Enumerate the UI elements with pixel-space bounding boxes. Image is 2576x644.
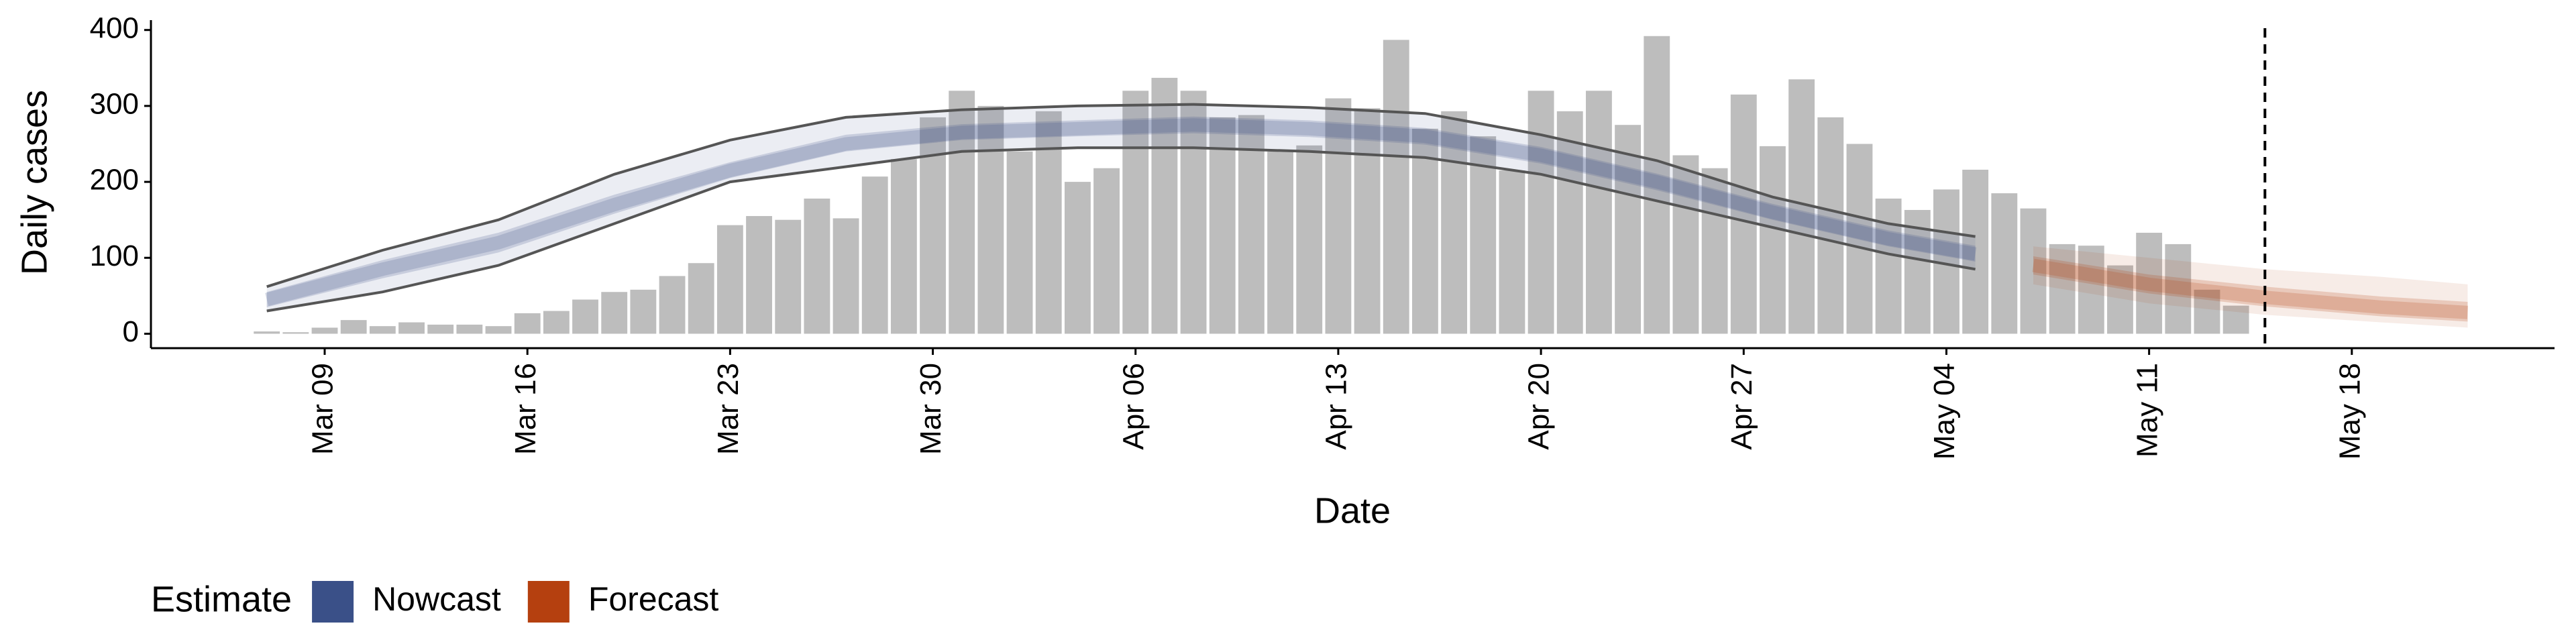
bar: [861, 176, 888, 334]
bar: [282, 332, 309, 334]
bar: [949, 91, 975, 334]
bar: [1846, 144, 1873, 334]
bar: [1441, 111, 1468, 334]
bar: [2165, 244, 2192, 334]
bar: [1151, 78, 1178, 334]
bar: [1499, 170, 1525, 334]
bar: [630, 289, 657, 334]
bar: [1875, 199, 1902, 334]
x-tick-label: May 04: [1928, 363, 1961, 460]
bar: [977, 105, 1004, 334]
bar: [659, 276, 686, 334]
bar: [1644, 36, 1670, 334]
x-tick-label: Apr 13: [1320, 363, 1353, 450]
bar: [1701, 168, 1728, 334]
x-tick-label: Mar 09: [307, 363, 339, 455]
legend-label: Nowcast: [372, 580, 501, 618]
bar: [2049, 244, 2076, 334]
bar: [514, 313, 541, 334]
legend-title: Estimate: [151, 579, 292, 619]
x-tick-label: Mar 16: [509, 363, 542, 455]
y-axis-title: Daily cases: [14, 90, 54, 275]
bar: [340, 320, 367, 334]
bar: [1006, 151, 1033, 334]
x-tick-label: Mar 23: [712, 363, 745, 455]
bar: [427, 324, 454, 334]
bar: [254, 331, 280, 334]
bar: [1267, 151, 1294, 334]
bar: [1122, 91, 1149, 334]
bar: [398, 322, 425, 334]
bar: [1093, 168, 1120, 334]
ribbon-90: [266, 104, 1976, 311]
x-axis-title: Date: [1314, 490, 1391, 531]
bar: [1556, 111, 1583, 334]
bar: [1586, 91, 1612, 334]
x-tick-label: Apr 20: [1523, 363, 1556, 450]
median-line: [265, 118, 1977, 307]
legend-swatch: [527, 581, 570, 623]
bar: [1064, 182, 1091, 334]
bar: [1527, 91, 1554, 334]
y-tick-label: 0: [123, 315, 139, 348]
bar: [1615, 125, 1642, 334]
bar: [1411, 128, 1438, 334]
bar: [1354, 108, 1381, 334]
bar: [804, 199, 830, 334]
ribbon-50: [266, 116, 1976, 307]
bar: [456, 324, 483, 334]
bar: [1991, 193, 2018, 334]
bar: [2194, 289, 2220, 334]
bar: [2020, 208, 2047, 334]
bar: [1209, 117, 1236, 334]
median-line: [2032, 258, 2469, 319]
x-tick-label: May 11: [2131, 363, 2163, 458]
bar: [833, 218, 859, 334]
bar: [311, 327, 338, 334]
bar: [543, 311, 570, 334]
bar: [2078, 246, 2104, 334]
x-tick-label: Mar 30: [914, 363, 947, 455]
bar: [1470, 136, 1497, 334]
y-tick-label: 200: [90, 164, 139, 197]
legend-label: Forecast: [588, 580, 719, 618]
bar: [1962, 169, 1989, 334]
ribbon-50: [2033, 256, 2468, 322]
x-tick-label: May 18: [2333, 363, 2366, 460]
y-tick-label: 400: [90, 11, 139, 44]
y-tick-label: 100: [90, 239, 139, 272]
bar: [688, 263, 714, 334]
lower-bound-line: [266, 146, 1976, 313]
bar: [775, 219, 802, 334]
bar: [1238, 115, 1265, 334]
bar: [2107, 265, 2133, 334]
bar: [2222, 305, 2249, 334]
bar: [601, 292, 628, 334]
x-tick-label: Apr 27: [1725, 363, 1758, 450]
bar: [746, 216, 772, 334]
legend-swatch: [312, 581, 354, 623]
bar: [716, 225, 743, 334]
bar: [1383, 40, 1409, 334]
bar: [369, 326, 396, 334]
upper-bound-line: [266, 103, 1976, 288]
bar: [1730, 94, 1757, 334]
bar: [1760, 146, 1786, 334]
x-tick-label: Apr 06: [1117, 363, 1150, 450]
bar: [2136, 232, 2163, 334]
ribbon-90: [2033, 246, 2468, 328]
bar: [1325, 98, 1352, 334]
bar: [1180, 91, 1207, 334]
y-tick-label: 300: [90, 88, 139, 121]
bar: [485, 326, 512, 334]
bar: [1817, 117, 1844, 334]
bar: [1296, 145, 1323, 334]
bar: [1672, 155, 1699, 334]
bar: [890, 159, 917, 334]
bar: [572, 299, 598, 334]
